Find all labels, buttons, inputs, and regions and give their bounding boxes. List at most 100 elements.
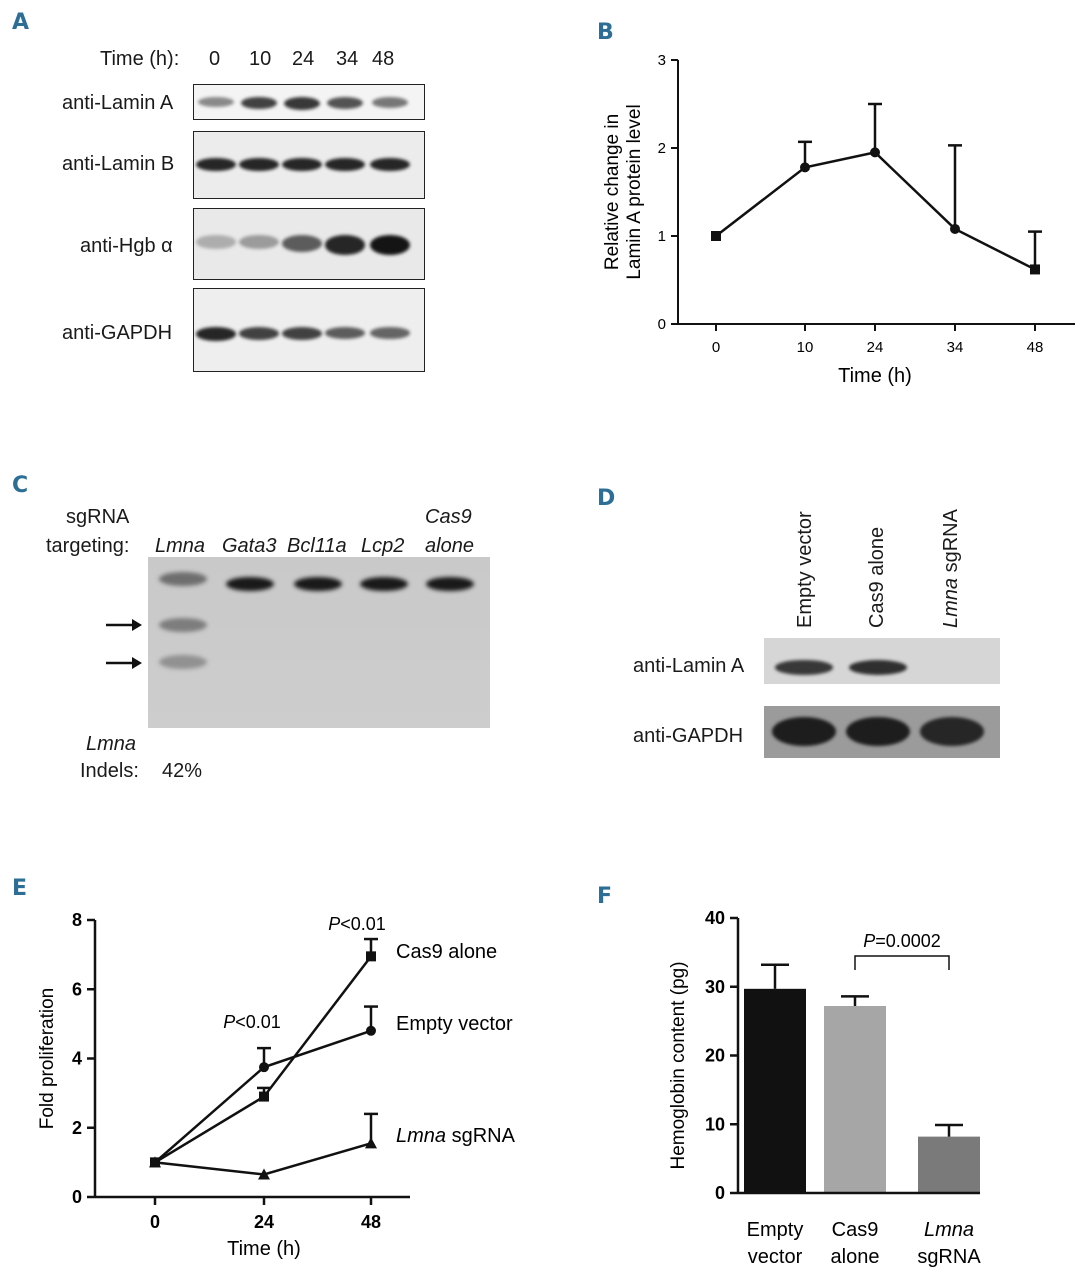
lane-label-gene: Lmna: [940, 577, 962, 628]
gel-band-parent: [360, 577, 408, 591]
x-axis-label: Time (h): [838, 365, 912, 387]
gapdh-band: [772, 717, 836, 747]
y-tick-label: 20: [705, 1046, 725, 1066]
y-tick-label: 4: [72, 1049, 82, 1069]
legend-gene: Lmna: [396, 1125, 446, 1147]
x-tick-label: Lmna: [924, 1219, 974, 1241]
x-tick-label-line2: alone: [831, 1246, 880, 1268]
p-symbol: P: [863, 931, 875, 951]
lamin-a-band: [372, 96, 408, 108]
legend-label: Empty vector: [396, 1013, 513, 1035]
y-tick-label: 0: [715, 1183, 725, 1203]
x-tick-label: Cas9: [832, 1219, 879, 1241]
blot-label: anti-Lamin A: [633, 655, 745, 677]
hgb-alpha-band: [325, 235, 365, 255]
x-tick-label-line2: sgRNA: [917, 1246, 981, 1268]
lane-label: Gata3: [222, 535, 277, 557]
data-point: [950, 223, 960, 234]
p-value-annotation: P<0.01: [223, 1012, 281, 1032]
legend-label: Cas9 alone: [396, 941, 497, 963]
data-point: [870, 147, 880, 158]
data-point: [259, 1091, 269, 1102]
hgb-alpha-band: [239, 235, 279, 250]
lane-label: Bcl11a: [287, 535, 347, 557]
gapdh-blot: [764, 706, 1000, 758]
lane-label: Cas9: [425, 506, 472, 528]
bar: [918, 1136, 980, 1193]
lamin-a-blot: [193, 84, 425, 120]
panel-letter-f: F: [597, 884, 613, 909]
p-text: <0.01: [340, 914, 386, 934]
legend-label: Lmna sgRNA: [396, 1125, 516, 1147]
sgrna-header-line1: sgRNA: [66, 506, 130, 528]
y-tick-label: 8: [72, 910, 82, 930]
data-point: [365, 1137, 377, 1149]
y-tick-label: 40: [705, 908, 725, 928]
x-tick-label: 48: [1027, 339, 1044, 356]
y-tick-label: 30: [705, 977, 725, 997]
indel-label: Indels:: [80, 760, 139, 782]
panel-letter-b: B: [597, 20, 614, 45]
time-label: Time (h):: [100, 48, 180, 70]
gapdh-band: [325, 327, 365, 339]
hgb-alpha-band: [196, 235, 236, 249]
lamin-a-band: [775, 659, 833, 675]
lane-label: Lcp2: [361, 535, 405, 557]
y-tick-label: 3: [658, 52, 666, 69]
x-axis-label: Time (h): [227, 1238, 301, 1260]
gel-band-parent: [426, 577, 474, 591]
y-tick-label: 2: [72, 1118, 82, 1138]
x-tick-label: 24: [867, 339, 884, 356]
lamin-a-band: [327, 96, 363, 109]
blot-label: anti-Hgb α: [80, 235, 173, 257]
x-tick-label: 10: [797, 339, 814, 356]
y-tick-label: 6: [72, 979, 82, 999]
data-point: [800, 162, 810, 173]
gel-band-parent: [159, 572, 207, 586]
lamin-b-band: [325, 158, 365, 172]
x-tick-label: Empty: [747, 1219, 804, 1241]
x-tick-label: 48: [361, 1212, 381, 1232]
gel-band-parent: [226, 577, 274, 591]
lamin-a-band: [241, 96, 277, 110]
hgb-alpha-band: [282, 235, 322, 253]
blot-label: anti-Lamin B: [62, 153, 175, 175]
data-point: [258, 1168, 270, 1180]
lane-label: Lmna sgRNA: [940, 509, 963, 628]
arrow-right-icon: [106, 619, 142, 631]
panel-letter-e: E: [12, 876, 28, 901]
legend-rest: sgRNA: [446, 1125, 516, 1147]
y-tick-label: 0: [658, 316, 666, 333]
gapdh-band: [282, 327, 322, 340]
x-tick-label: 34: [947, 339, 964, 356]
data-point: [1030, 264, 1040, 275]
panel-letter-a: A: [12, 10, 30, 35]
panel-letter-d: D: [597, 486, 616, 511]
gel-band-cleaved: [159, 655, 207, 669]
blot-label: anti-Lamin A: [62, 92, 174, 114]
y-axis-label-line2: Lamin A protein level: [624, 104, 645, 279]
x-tick-label-line2: vector: [748, 1246, 803, 1268]
hgb-alpha-blot: [193, 208, 425, 280]
y-axis-label: Hemoglobin content (pg): [668, 961, 689, 1169]
x-tick-label: 0: [150, 1212, 160, 1232]
panel-b-line-chart: 0 1 2 3 0 10 24 34 48 Time (h) Relative change in L…: [602, 52, 1075, 387]
lane-label-text: Cas9 alone: [866, 526, 888, 628]
x-tick-label: 24: [254, 1212, 274, 1232]
series-line: [154, 1142, 372, 1176]
y-tick-label: 1: [658, 228, 666, 245]
data-point: [366, 951, 376, 962]
y-axis-label: Fold proliferation: [37, 988, 58, 1130]
arrow-icons: [106, 619, 142, 669]
p-text: <0.01: [235, 1012, 281, 1032]
series-line: [715, 151, 1036, 271]
time-point: 48: [372, 48, 395, 70]
significance-bracket: [854, 955, 950, 970]
y-tick-label: 10: [705, 1114, 725, 1134]
panel-letter-c: C: [12, 473, 29, 498]
time-point: 10: [249, 48, 272, 70]
lane-label-text: sgRNA: [940, 509, 962, 578]
p-value-annotation: P=0.0002: [863, 931, 941, 951]
data-point: [149, 1156, 161, 1168]
gapdh-band: [846, 717, 910, 747]
